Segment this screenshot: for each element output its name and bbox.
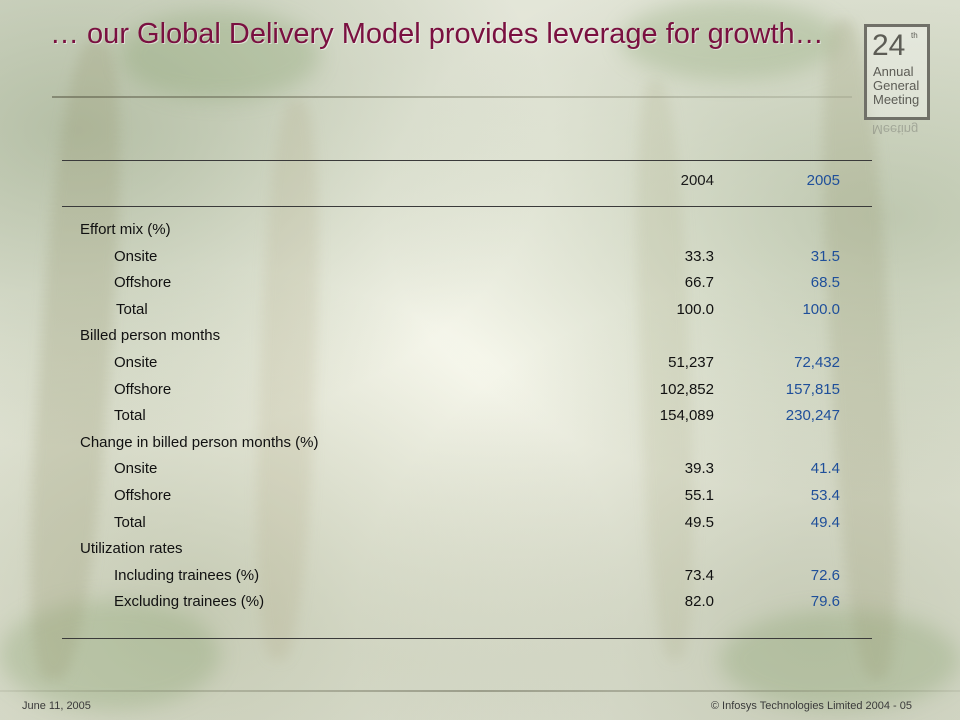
value-2005: 41.4: [810, 460, 840, 478]
row-label: Offshore: [114, 274, 172, 292]
row-label: Including trainees (%): [114, 566, 260, 584]
row-label: Total: [114, 513, 146, 531]
agm-logo-superscript: th: [911, 31, 918, 40]
row-label: Total: [116, 300, 148, 318]
value-2005: 230,247: [785, 407, 840, 425]
agm-logo-number: 24: [872, 29, 906, 62]
value-2004: 49.5: [684, 513, 714, 531]
row-label: Onsite: [114, 354, 158, 371]
table-section-row: Utilization rates: [62, 536, 872, 563]
footer-copyright: © Infosys Technologies Limited 2004 - 05: [710, 700, 912, 712]
table-bottom-rule: [62, 638, 872, 639]
row-label: Onsite: [114, 247, 158, 265]
value-2004: 51,237: [668, 354, 714, 371]
row-label: Excluding trainees (%): [114, 593, 265, 611]
value-2004: 55.1: [684, 487, 714, 504]
table-row: Including trainees (%) 73.4 72.6: [62, 563, 872, 590]
row-label: Total: [114, 407, 146, 425]
table-section-row: Billed person months: [62, 323, 872, 350]
table-row: Onsite 39.3 41.4: [62, 456, 872, 483]
table-section-row: Change in billed person months (%): [62, 430, 872, 457]
table-row: Onsite 33.3 31.5: [62, 244, 872, 271]
value-2004: 33.3: [684, 247, 714, 265]
agm-logo-line-1: Annual: [873, 64, 914, 79]
table-row: Offshore 55.1 53.4: [62, 483, 872, 510]
agm-logo-line-3: Meeting: [873, 92, 920, 107]
footer-divider: [0, 690, 960, 692]
value-2004: 100.0: [676, 300, 714, 318]
row-label: Change in billed person months (%): [80, 433, 319, 451]
table-row: Offshore 66.7 68.5: [62, 270, 872, 297]
title-divider: [52, 96, 852, 98]
value-2005: 79.6: [810, 593, 840, 611]
column-header-2005: 2005: [806, 172, 840, 189]
agm-logo-reflection: Meeting: [872, 122, 919, 136]
value-2004: 82.0: [684, 593, 714, 611]
value-2004: 39.3: [684, 460, 714, 478]
agm-logo-line-2: General: [873, 78, 920, 93]
value-2005: 49.4: [810, 513, 840, 531]
value-2004: 102,852: [659, 380, 714, 398]
table-header-rule: [62, 206, 872, 207]
footer-date: June 11, 2005: [22, 700, 91, 712]
delivery-metrics-table: 2004 2005 Effort mix (%) Onsite 33.3 31.5 Of…: [62, 160, 872, 640]
row-label: Onsite: [114, 460, 158, 478]
table-row: Offshore 102,852 157,815: [62, 377, 872, 404]
table-row: Total 154,089 230,247: [62, 403, 872, 430]
value-2005: 72,432: [794, 354, 840, 371]
value-2005: 53.4: [810, 487, 840, 504]
slide-title: … our Global Delivery Model provides lev…: [50, 18, 824, 50]
table-top-rule: [62, 160, 872, 161]
table-row: Onsite 51,237 72,432: [62, 350, 872, 377]
table-row: Total 100.0 100.0: [62, 297, 872, 324]
value-2005: 68.5: [810, 274, 840, 292]
table-section-row: Effort mix (%): [62, 217, 872, 244]
row-label: Utilization rates: [80, 540, 183, 558]
value-2005: 72.6: [810, 566, 840, 584]
value-2004: 154,089: [659, 407, 714, 425]
value-2005: 31.5: [810, 247, 840, 265]
row-label: Billed person months: [80, 327, 221, 345]
value-2004: 66.7: [684, 274, 714, 292]
row-label: Offshore: [114, 487, 172, 504]
value-2005: 157,815: [785, 380, 840, 398]
row-label: Offshore: [114, 380, 172, 398]
value-2004: 73.4: [684, 566, 714, 584]
row-label: Effort mix (%): [80, 221, 171, 238]
agm-logo: 24 th Annual General Meeting: [864, 24, 930, 120]
table-row: Total 49.5 49.4: [62, 510, 872, 537]
column-header-2004: 2004: [680, 172, 714, 189]
table-row: Excluding trainees (%) 82.0 79.6: [62, 589, 872, 616]
value-2005: 100.0: [802, 300, 840, 318]
